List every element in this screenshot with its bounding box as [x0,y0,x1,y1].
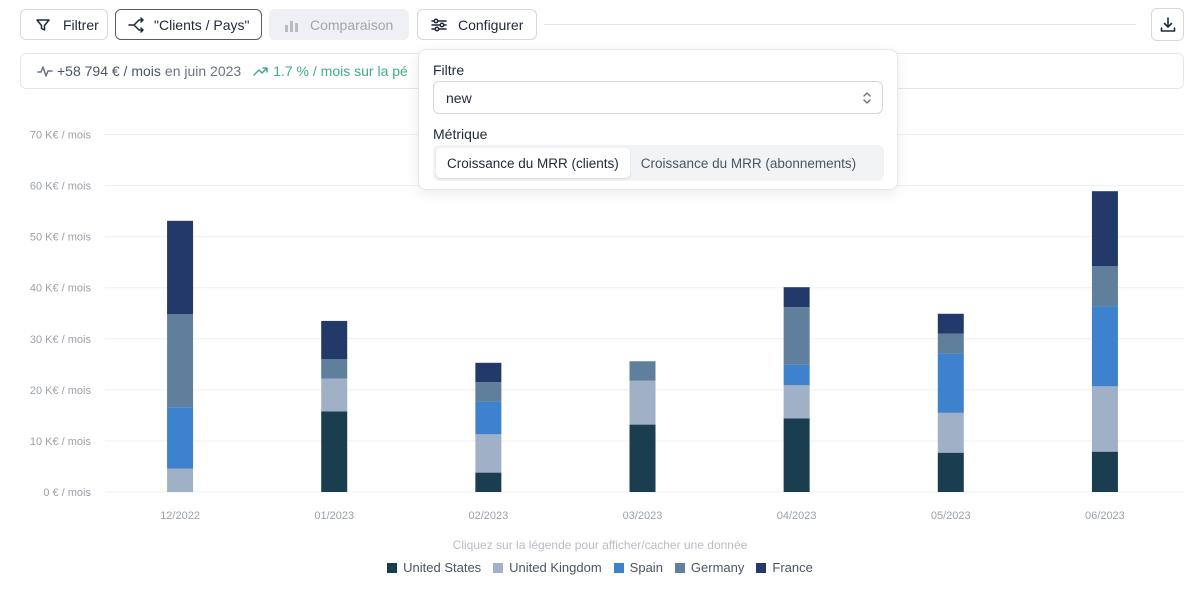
bar-segment [475,434,502,473]
summary-growth: 1.7 % / mois sur la pé [253,63,408,79]
bar-segment [321,320,348,360]
x-tick-label: 01/2023 [314,510,354,522]
chart-legend: United States United Kingdom Spain Germany F… [0,560,1200,575]
bar-segment [321,359,348,379]
bar-segment [937,313,964,334]
bar-segment [937,412,964,453]
x-tick-label: 03/2023 [623,510,663,522]
bar-segment [475,401,502,435]
bar-segment [167,407,194,469]
bar-chart-icon [285,20,298,32]
legend-label: Germany [690,560,745,575]
configure-popover: Filtre new Métrique Croissance du MRR (c… [418,49,898,190]
legend-label: France [772,560,813,575]
bar-segment [475,472,502,492]
legend-swatch [493,562,504,573]
bar-segment [1091,191,1118,267]
legend-hint: Cliquez sur la légende pour afficher/cac… [452,538,748,552]
pulse-icon [37,66,53,77]
filter-select[interactable]: new [433,81,883,114]
bar-segment [1091,266,1118,307]
y-tick-label: 10 K€ / mois [30,436,92,448]
configure-button-label: Configurer [458,16,524,33]
bar-segment [629,361,656,381]
trend-up-icon [253,67,268,76]
metric-label: Métrique [433,126,488,142]
y-tick-label: 40 K€ / mois [30,283,92,295]
breakdown-button[interactable]: "Clients / Pays" [115,9,262,40]
bar-segment [783,418,810,492]
bar-segment [321,378,348,412]
bar-segment [937,452,964,492]
summary-value: +58 794 € / mois [57,63,161,79]
filter-select-value: new [446,89,472,106]
legend-swatch [674,562,685,573]
bar-segment [629,380,656,425]
bar-segment [321,411,348,492]
y-tick-label: 30 K€ / mois [30,334,92,346]
x-tick-label: 04/2023 [777,510,817,522]
chevron-updown-icon [863,91,871,104]
bar-segment [1091,451,1118,492]
legend-label: Spain [629,560,663,575]
legend-item[interactable]: France [756,560,813,575]
bar-segment [1091,306,1118,387]
bar-segment [783,287,810,308]
download-button[interactable] [1151,8,1184,41]
legend-item[interactable]: Germany [674,560,745,575]
y-tick-label: 50 K€ / mois [30,232,92,244]
bar-segment [475,362,502,383]
summary-growth-text: 1.7 % / mois sur la pé [273,63,408,79]
metric-option-subscriptions[interactable]: Croissance du MRR (abonnements) [640,155,857,171]
legend-item[interactable]: Spain [613,560,663,575]
toolbar-divider [544,24,1136,25]
legend-swatch [387,562,398,573]
bar-segment [167,314,194,408]
y-tick-label: 60 K€ / mois [30,181,92,193]
comparison-button-label: Comparaison [310,16,394,33]
bar-segment [475,382,502,402]
sliders-icon [431,17,447,32]
filter-button[interactable]: Filtrer [20,9,108,40]
x-tick-label: 12/2022 [160,510,200,522]
y-tick-label: 70 K€ / mois [30,130,92,142]
legend-item[interactable]: United States [387,560,481,575]
x-tick-label: 06/2023 [1085,510,1125,522]
filter-label: Filtre [433,62,465,78]
legend-swatch [756,562,767,573]
bar-segment [167,468,194,492]
download-icon [1160,16,1175,32]
bar-segment [1091,386,1118,452]
metric-option-clients[interactable]: Croissance du MRR (clients) [436,148,630,178]
filter-icon [36,18,50,31]
bar-segment [167,220,194,315]
legend-item[interactable]: United Kingdom [493,560,602,575]
bar-segment [937,333,964,354]
legend-swatch [613,562,624,573]
legend-label: United Kingdom [509,560,602,575]
y-tick-label: 20 K€ / mois [30,385,92,397]
bar-segment [783,307,810,365]
filter-button-label: Filtrer [63,16,99,33]
legend-label: United States [403,560,482,575]
comparison-button[interactable]: Comparaison [269,9,409,40]
x-tick-label: 02/2023 [468,510,508,522]
bar-segment [783,364,810,386]
bar-segment [783,385,810,419]
summary-period: en juin 2023 [164,63,242,79]
y-tick-label: 0 € / mois [43,487,91,499]
configure-button[interactable]: Configurer [417,9,537,40]
mrr-growth-chart: 0 € / mois 10 K€ / mois 20 K€ / mois 30 K€ … [30,130,1184,522]
metric-segmented-control: Croissance du MRR (clients) Croissance d… [433,145,884,181]
bar-segment [629,424,656,492]
bar-segment [937,353,964,413]
x-tick-label: 05/2023 [931,510,971,522]
split-icon [128,16,144,33]
breakdown-button-label: "Clients / Pays" [154,16,250,33]
